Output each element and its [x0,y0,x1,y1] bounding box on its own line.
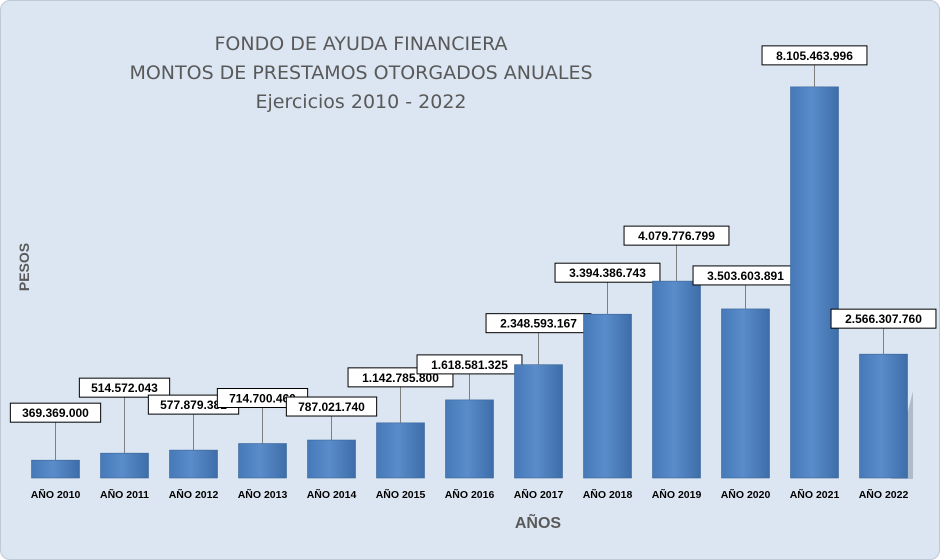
data-label-box [761,45,868,66]
chart-title-line: Ejercicios 2010 - 2022 [255,91,466,113]
chart-title-line: FONDO DE AYUDA FINANCIERA [214,33,507,55]
bars-group: AÑO 2010 369.369.000 AÑO 2011 514.572.043 AÑ… [9,45,937,501]
data-label: 514.572.043 [91,381,158,395]
data-label: 369.369.000 [22,406,89,420]
x-tick-label: AÑO 2016 [445,488,495,501]
data-label-box [78,377,171,398]
data-label-box [554,262,661,283]
x-tick-label: AÑO 2013 [238,488,288,501]
x-tick-label: AÑO 2017 [514,488,564,501]
bar [583,313,632,479]
bar [376,422,425,479]
data-label: 3.503.603.891 [707,269,784,283]
data-label-box [623,225,730,246]
x-tick-label: AÑO 2015 [376,488,426,501]
data-label: 577.879.381 [160,398,227,412]
y-axis-title: PESOS [16,243,32,291]
data-label: 1.618.581.325 [431,358,508,372]
bar [652,280,701,479]
bar [859,353,908,479]
data-label-box [9,402,102,423]
data-label: 4.079.776.799 [638,229,715,243]
data-label: 3.394.386.743 [569,266,646,280]
x-tick-label: AÑO 2014 [307,488,357,501]
x-tick-label: AÑO 2019 [652,488,702,501]
bar [790,86,839,479]
data-label-box [830,308,937,329]
chart-title: FONDO DE AYUDA FINANCIERA MONTOS DE PREST… [129,33,592,113]
x-tick-label: AÑO 2010 [31,488,81,501]
x-axis-title: AÑOS [515,512,562,532]
bar [445,399,494,479]
data-label: 2.566.307.760 [845,312,922,326]
bar [307,439,356,479]
x-tick-label: AÑO 2011 [100,488,149,501]
chart-title-line: MONTOS DE PRESTAMOS OTORGADOS ANUALES [129,62,592,84]
data-label: 714.700.460 [229,392,296,406]
bar [169,449,218,479]
bar [514,364,563,479]
bar [238,443,287,479]
data-label: 8.105.463.996 [776,49,853,63]
bar [31,459,80,479]
x-tick-label: AÑO 2012 [169,488,219,501]
x-tick-label: AÑO 2018 [583,488,633,501]
data-label: 787.021.740 [298,400,365,414]
x-tick-label: AÑO 2021 [790,488,840,501]
data-label-box [285,396,378,417]
data-label: 2.348.593.167 [500,317,577,331]
x-tick-label: AÑO 2022 [859,488,909,501]
bar [100,452,149,479]
x-tick-label: AÑO 2020 [721,488,771,501]
bar [721,308,770,479]
